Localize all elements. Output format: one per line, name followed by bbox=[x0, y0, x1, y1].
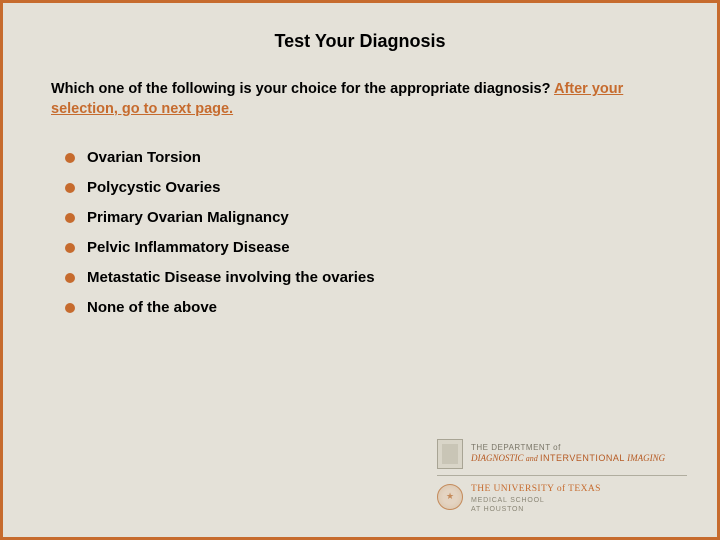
question-lead: Which one of the following is your choic… bbox=[51, 81, 554, 97]
dept-word: INTERVENTIONAL bbox=[540, 453, 625, 463]
dept-line2: DIAGNOSTIC and INTERVENTIONAL IMAGING bbox=[471, 453, 665, 464]
university-logo: THE UNIVERSITY of TEXAS MEDICAL SCHOOL A… bbox=[437, 484, 687, 515]
ut-line2: MEDICAL SCHOOL bbox=[471, 497, 601, 506]
slide-title: Test Your Diagnosis bbox=[51, 31, 669, 52]
question-text: Which one of the following is your choic… bbox=[51, 80, 669, 119]
ut-line1: THE UNIVERSITY of TEXAS bbox=[471, 484, 601, 496]
ut-line3: AT HOUSTON bbox=[471, 506, 601, 515]
options-list: Ovarian Torsion Polycystic Ovaries Prima… bbox=[51, 149, 669, 317]
option-item[interactable]: Pelvic Inflammatory Disease bbox=[73, 239, 669, 257]
dept-line1: THE DEPARTMENT of bbox=[471, 443, 665, 453]
option-item[interactable]: None of the above bbox=[73, 299, 669, 317]
option-item[interactable]: Polycystic Ovaries bbox=[73, 179, 669, 197]
department-text: THE DEPARTMENT of DIAGNOSTIC and INTERVE… bbox=[471, 443, 665, 463]
shield-icon bbox=[437, 439, 463, 469]
dept-word: IMAGING bbox=[627, 453, 665, 463]
option-item[interactable]: Primary Ovarian Malignancy bbox=[73, 209, 669, 227]
footer-logos: THE DEPARTMENT of DIAGNOSTIC and INTERVE… bbox=[437, 439, 687, 515]
department-logo: THE DEPARTMENT of DIAGNOSTIC and INTERVE… bbox=[437, 439, 687, 476]
dept-word: and bbox=[526, 454, 538, 463]
option-item[interactable]: Metastatic Disease involving the ovaries bbox=[73, 269, 669, 287]
seal-icon bbox=[437, 484, 463, 510]
dept-word: DIAGNOSTIC bbox=[471, 453, 524, 463]
slide-container: Test Your Diagnosis Which one of the fol… bbox=[0, 0, 720, 540]
option-item[interactable]: Ovarian Torsion bbox=[73, 149, 669, 167]
university-text: THE UNIVERSITY of TEXAS MEDICAL SCHOOL A… bbox=[471, 484, 601, 515]
